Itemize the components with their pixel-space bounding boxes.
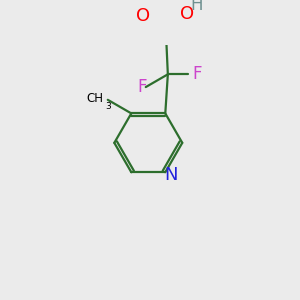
Text: O: O [181, 5, 195, 23]
Text: H: H [191, 0, 203, 14]
Text: N: N [164, 166, 178, 184]
Text: F: F [192, 65, 202, 83]
Text: F: F [138, 78, 147, 96]
Text: CH: CH [86, 92, 103, 106]
Text: 3: 3 [105, 101, 111, 110]
Text: O: O [136, 7, 150, 25]
